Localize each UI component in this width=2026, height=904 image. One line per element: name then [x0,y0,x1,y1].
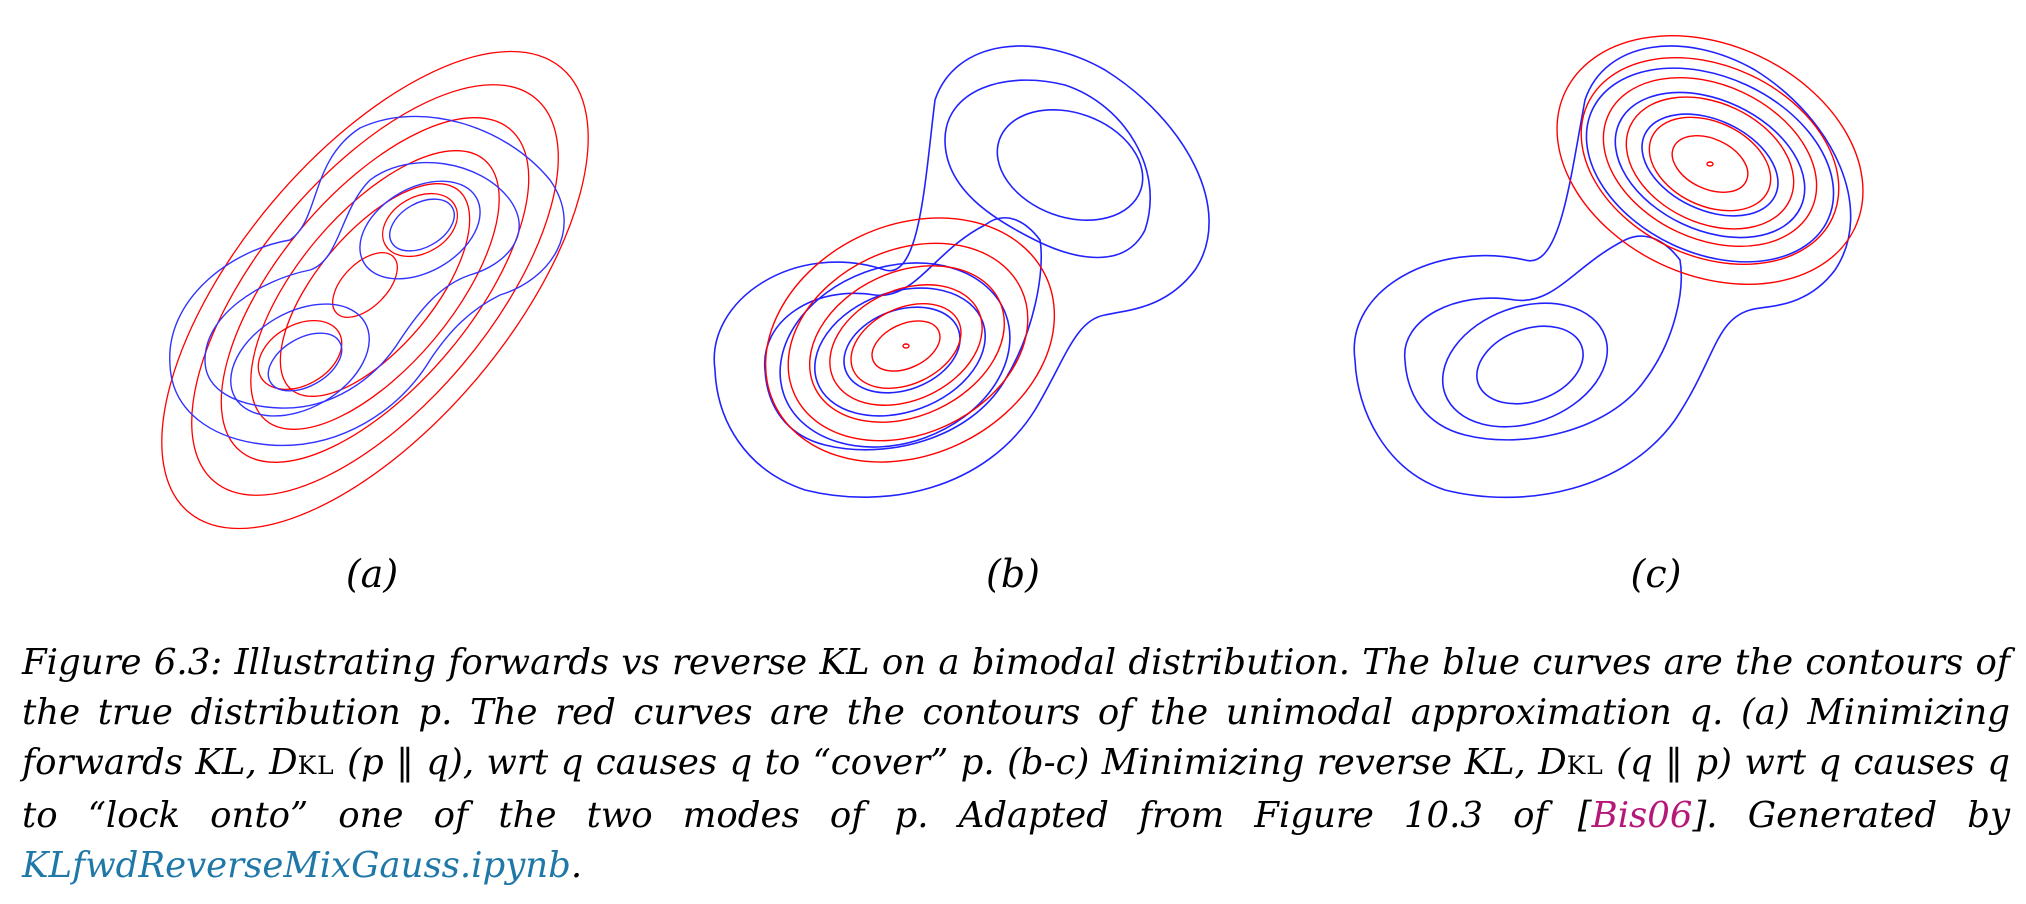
panel-b-plot [705,30,1345,550]
caption-text-4: ]. Generated by [1692,795,2010,836]
figure-panels: (a) (b) (c) [0,0,2026,620]
q-contours-b [725,172,1094,507]
panel-a-label: (a) [346,552,398,596]
notebook-link[interactable]: KLfwdReverseMixGauss.ipynb [22,845,571,886]
panel-c-plot [1345,30,1985,550]
caption-text-5: . [571,845,582,886]
panel-c-label: (c) [1631,552,1682,596]
p-contours-b [714,46,1209,497]
kl-subscript-1: KL [298,751,335,780]
p-contours-a [170,116,564,445]
panel-a-plot [110,30,630,550]
caption-text-2: (p ‖ q), wrt q causes q to “cover” p. (b… [335,742,1567,783]
q-contours-a [110,30,630,550]
kl-subscript-2: KL [1567,751,1604,780]
p-contours-c [1354,30,1865,497]
citation-link[interactable]: Bis06 [1592,795,1693,836]
panel-b-label: (b) [986,552,1040,596]
figure-caption: Figure 6.3: Illustrating forwards vs rev… [22,638,2010,891]
